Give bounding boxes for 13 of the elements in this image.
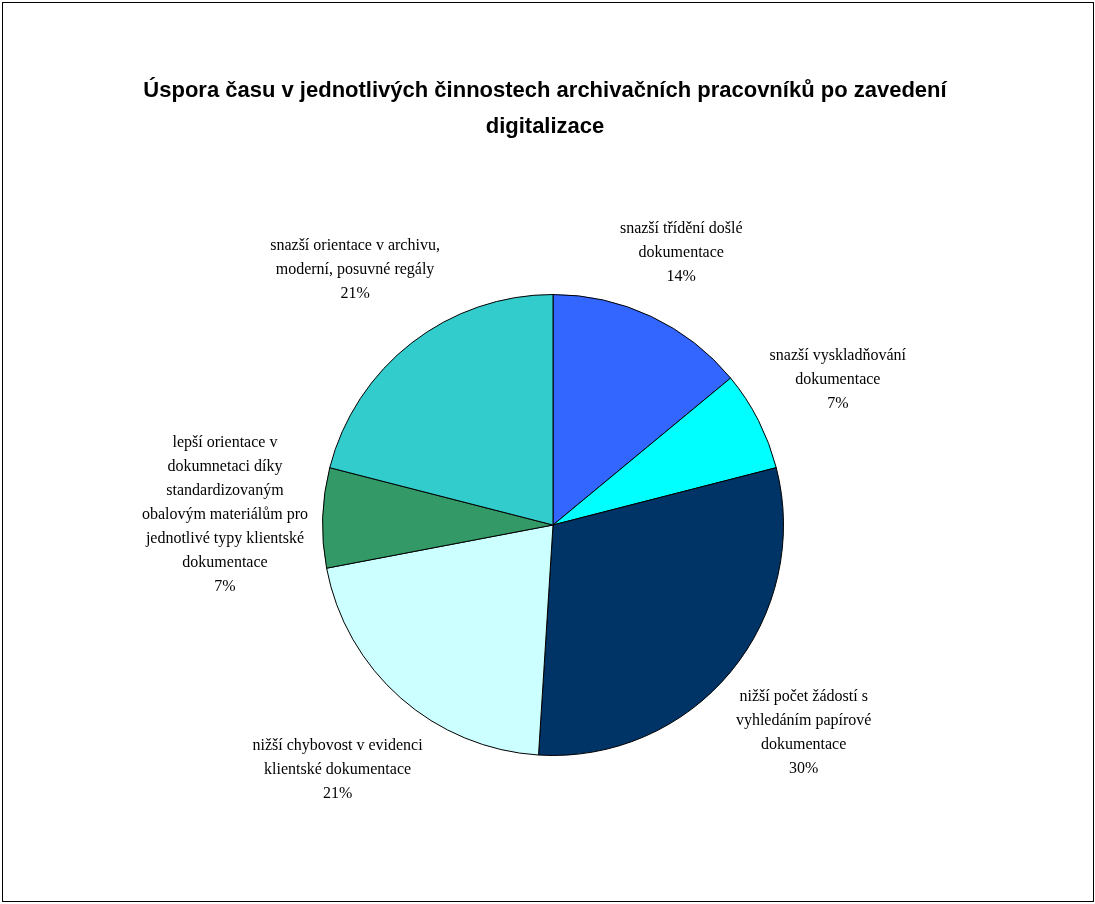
- slice-label: nižší počet žádostí s vyhledáním papírové dokumentace: [735, 686, 872, 752]
- data-label: 7%: [214, 576, 236, 594]
- slice-label: lepší orientace v dokumnetaci díky standardizovaným obalovým materiálům pro jednotlivé typy klientské dokumentace: [141, 432, 309, 570]
- slice-label: snazší vyskladňování dokumentace: [769, 346, 907, 388]
- chart-title: Úspora času v jednotlivých činnostech archivačních pracovníků po zavedení digitalizace: [142, 76, 948, 140]
- slice-label: nižší chybovost v evidenci klientské dokumentace: [252, 735, 424, 777]
- slice-label: snazší třídění došlé dokumentace: [619, 218, 743, 260]
- data-label: 30%: [788, 758, 819, 776]
- data-label: 21%: [322, 783, 353, 801]
- data-label: 7%: [827, 394, 849, 412]
- slice-label: snazší orientace v archivu, moderní, posuvné regály: [270, 236, 440, 279]
- data-label: 21%: [340, 284, 370, 302]
- data-label: 14%: [666, 266, 696, 284]
